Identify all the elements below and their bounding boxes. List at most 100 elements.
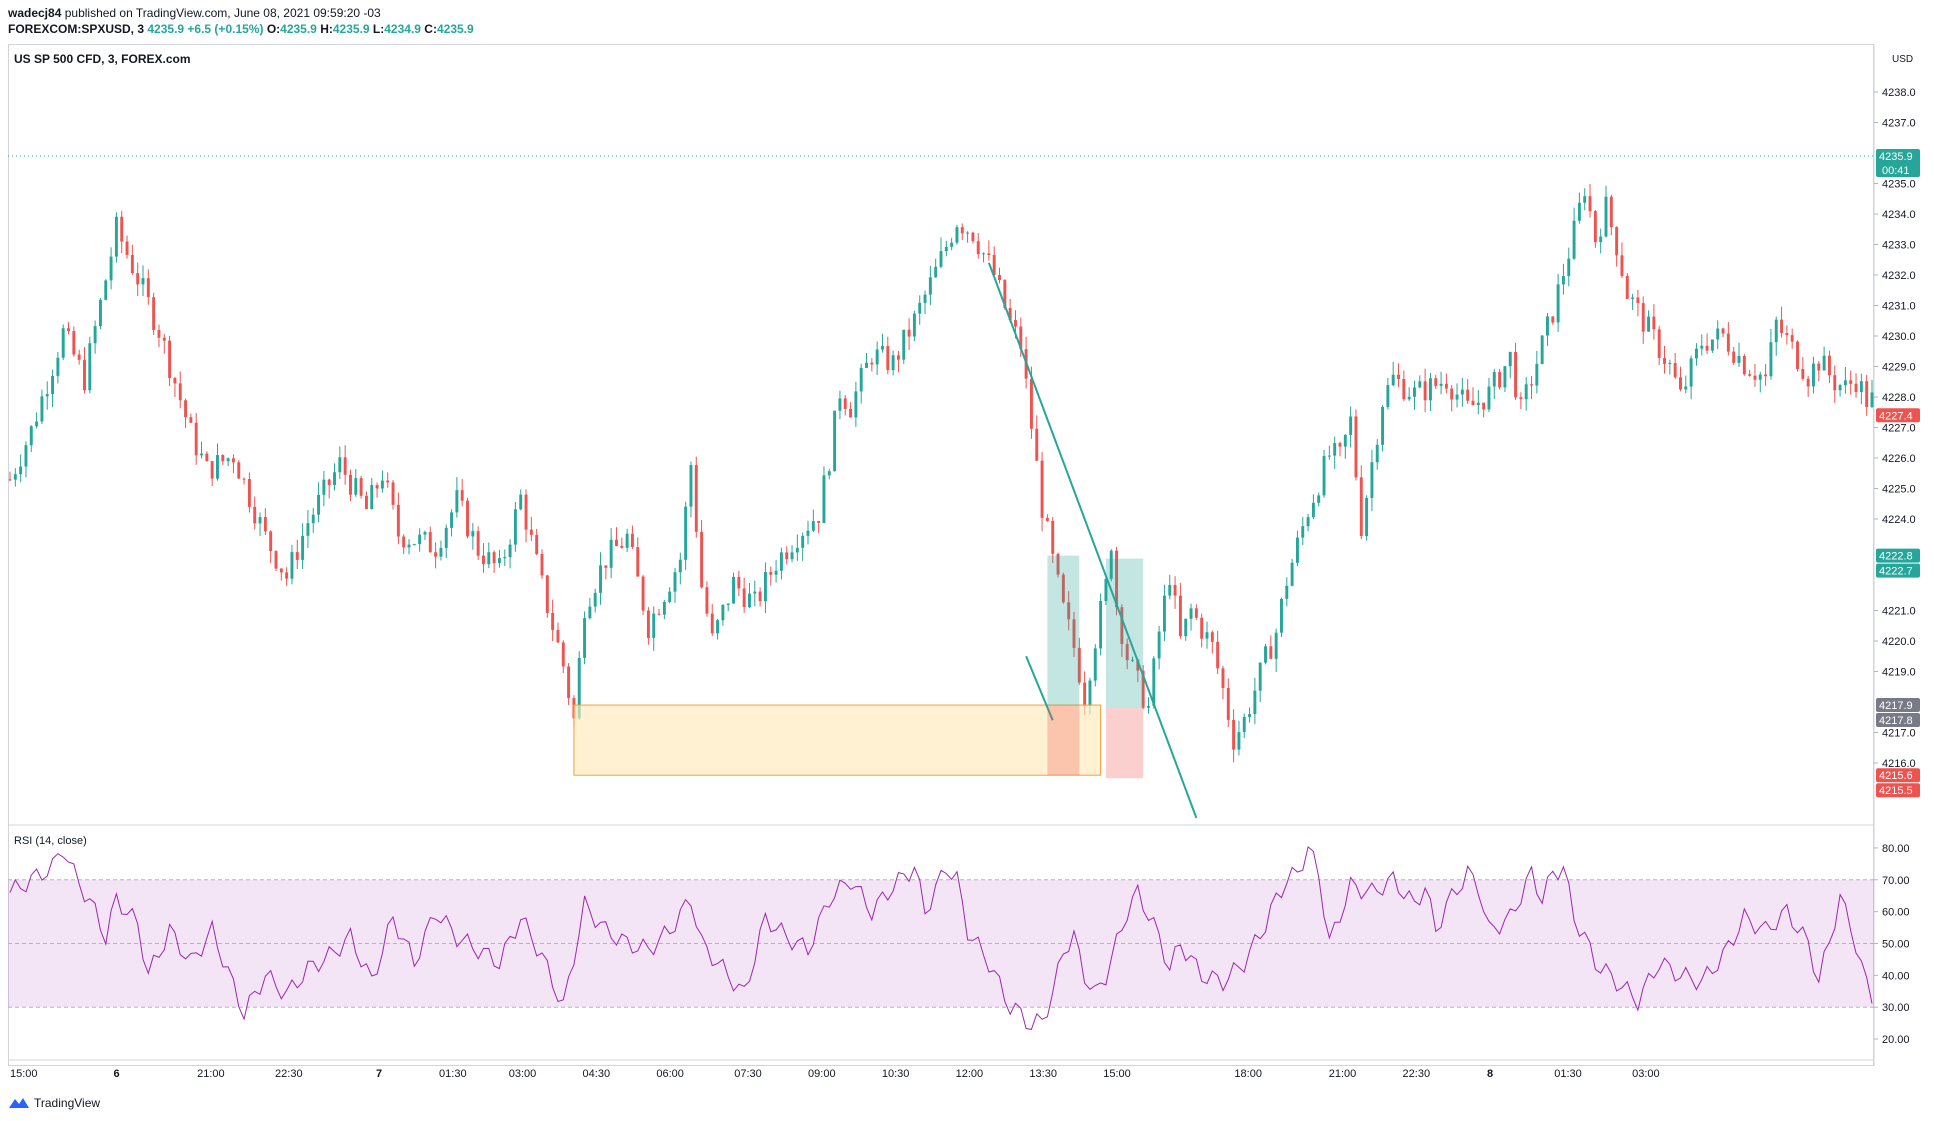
price-axis-badge-label: 4227.4 — [1879, 410, 1913, 422]
candle-up — [1386, 385, 1390, 407]
ohlc-legend: FOREXCOM:SPXUSD, 3 4235.9 +6.5 (+0.15%) … — [8, 22, 474, 36]
time-tick-label: 18:00 — [1234, 1068, 1262, 1080]
price-tick-label: 4238.0 — [1882, 87, 1916, 99]
candle-up — [1546, 316, 1549, 336]
candle-up — [918, 302, 922, 314]
candle-up — [1306, 517, 1310, 527]
rsi-tick-label: 20.00 — [1882, 1034, 1910, 1046]
candle-down — [476, 531, 480, 556]
candle-down — [428, 531, 432, 553]
candle-up — [1599, 236, 1603, 243]
candle-down — [561, 642, 565, 667]
price-axis-badge-label: 4217.9 — [1879, 700, 1913, 712]
candle-down — [1748, 374, 1752, 376]
candle-down — [1045, 517, 1049, 521]
candle-down — [434, 552, 438, 557]
candle-down — [1423, 381, 1427, 401]
candle-down — [1040, 460, 1044, 518]
candle-down — [157, 330, 161, 338]
candle-up — [258, 517, 262, 524]
candle-up — [1460, 389, 1464, 395]
candle-down — [1397, 374, 1400, 379]
countdown-label: 00:41 — [1882, 165, 1910, 177]
candle-down — [349, 474, 352, 495]
rsi-line — [9, 845, 1873, 1030]
candle-up — [1322, 456, 1326, 496]
candle-down — [1029, 378, 1033, 429]
candle-down — [1466, 389, 1470, 401]
candle-up — [519, 494, 523, 510]
candle-down — [987, 253, 991, 255]
candle-up — [1487, 386, 1491, 410]
candle-up — [1604, 196, 1608, 237]
candle-up — [301, 535, 305, 560]
candle-down — [168, 340, 172, 378]
candle-up — [652, 613, 656, 638]
rsi-tick-label: 50.00 — [1882, 939, 1910, 951]
candle-up — [56, 357, 60, 376]
candle-up — [1524, 384, 1528, 400]
rsi-tick-label: 70.00 — [1882, 875, 1910, 887]
time-tick-label: 13:30 — [1029, 1068, 1057, 1080]
candle-down — [1519, 397, 1523, 400]
candle-up — [1375, 444, 1379, 463]
candle-down — [1354, 416, 1358, 478]
candle-down — [646, 610, 650, 638]
rsi-title: RSI (14, close) — [14, 835, 87, 847]
candle-down — [1269, 646, 1273, 659]
candle-down — [870, 362, 874, 365]
candle-up — [923, 294, 927, 303]
candle-down — [1077, 647, 1081, 683]
candle-up — [1716, 328, 1720, 340]
candle-up — [1301, 526, 1305, 538]
author-name[interactable]: wadecj84 — [8, 6, 62, 20]
candle-down — [1530, 384, 1533, 386]
candle-down — [205, 453, 209, 462]
candle-up — [216, 455, 219, 479]
candle-up — [226, 458, 230, 462]
candle-up — [487, 552, 491, 565]
candle-up — [1567, 258, 1571, 277]
candle-up — [1455, 394, 1459, 400]
candle-up — [1109, 550, 1113, 579]
candle-up — [684, 506, 688, 560]
candle-down — [343, 457, 347, 475]
candle-up — [497, 558, 501, 564]
trendline — [987, 262, 1198, 819]
tradingview-icon — [9, 1098, 29, 1108]
candle-down — [279, 568, 283, 573]
candle-down — [67, 328, 70, 332]
time-tick-label: 06:00 — [656, 1068, 684, 1080]
candle-up — [934, 266, 938, 278]
candle-up — [774, 570, 778, 575]
candle-up — [1476, 402, 1480, 406]
candle-up — [1370, 462, 1374, 498]
candle-down — [1593, 211, 1597, 243]
candle-up — [1870, 392, 1874, 407]
candle-up — [588, 606, 592, 619]
candle-down — [1120, 607, 1124, 644]
candle-down — [184, 400, 188, 418]
candle-up — [455, 490, 459, 513]
candle-up — [418, 534, 422, 545]
time-tick-label: 21:00 — [1329, 1068, 1357, 1080]
candle-up — [290, 552, 294, 579]
candle-up — [439, 547, 443, 557]
candle-up — [1561, 276, 1565, 285]
candle-down — [1173, 584, 1177, 596]
candle-down — [907, 329, 911, 337]
candle-down — [1742, 355, 1746, 375]
candle-up — [1189, 608, 1193, 619]
candle-up — [1327, 455, 1331, 457]
candle-down — [83, 359, 86, 391]
candle-up — [721, 604, 725, 621]
candle-up — [678, 559, 682, 573]
candle-up — [939, 251, 943, 267]
candle-down — [700, 531, 704, 588]
tradingview-logo[interactable]: TradingView — [8, 1096, 100, 1110]
price-tick-label: 4220.0 — [1882, 636, 1916, 648]
candle-up — [1428, 378, 1432, 401]
candle-down — [1764, 374, 1768, 377]
high-label: H: — [320, 22, 333, 36]
